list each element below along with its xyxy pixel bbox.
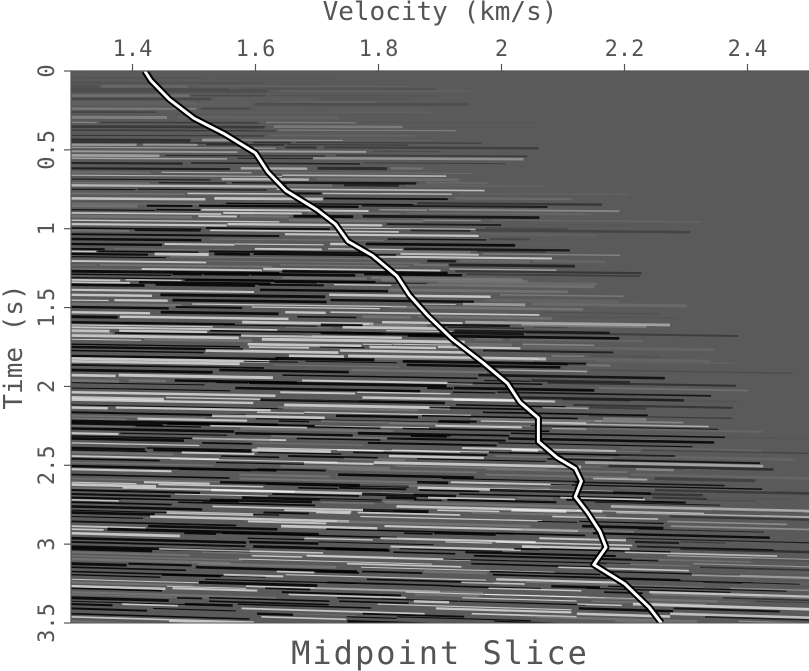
y-tick-label: 3 <box>35 538 60 551</box>
x-tick-label: 2.4 <box>728 37 768 62</box>
x-tick-label: 1.6 <box>236 37 276 62</box>
curve-point <box>267 171 269 173</box>
curve-point <box>347 240 349 242</box>
axes: 1.4 1.6 1.8 2 2.2 2.4 0 0.5 1 1.5 2 2.5 3 3.5 <box>35 37 809 643</box>
curve-point <box>593 564 595 566</box>
curve-point <box>371 254 373 257</box>
x-tick-label: 2.2 <box>605 37 645 62</box>
x-tick-label: 1.4 <box>113 37 153 62</box>
semblance-image <box>71 71 809 623</box>
x-tick-label: 2 <box>495 37 508 62</box>
y-tick-label: 3.5 <box>35 603 60 643</box>
curve-point <box>537 441 540 443</box>
curve-point <box>168 98 170 100</box>
curve-point <box>574 496 576 498</box>
velocity-pick-curve <box>141 70 665 624</box>
curve-point <box>254 152 257 154</box>
curve-point <box>599 530 601 533</box>
y-axis-label: Time (s) <box>0 284 29 409</box>
y-tick-label: 0.5 <box>35 130 60 170</box>
curve-point <box>537 417 540 419</box>
curve-point <box>556 456 558 458</box>
curve-point <box>623 583 626 585</box>
curve-point <box>334 223 336 225</box>
x-tick-label: 1.8 <box>359 37 399 62</box>
y-tick-label: 1 <box>35 222 60 235</box>
curve-point <box>285 190 287 192</box>
curve-point <box>574 467 576 469</box>
curve-point <box>451 338 453 340</box>
curve-point <box>587 511 589 514</box>
curve-point <box>396 275 398 277</box>
curve-point <box>193 117 195 119</box>
curve-point <box>316 209 318 211</box>
curve-point <box>507 382 509 384</box>
curve-point <box>648 606 650 608</box>
curve-line <box>143 71 663 623</box>
curve-point <box>150 79 152 82</box>
y-tick-label: 2.5 <box>35 445 60 485</box>
y-tick-label: 2 <box>35 380 60 393</box>
curve-point <box>580 480 583 482</box>
curve-point <box>482 362 484 364</box>
curve-point <box>408 294 410 296</box>
x-axis-label: Velocity (km/s) <box>323 0 558 27</box>
y-tick-label: 0 <box>35 64 60 77</box>
y-tick-label: 1.5 <box>35 288 60 328</box>
curve-point <box>519 401 521 403</box>
curve-point <box>427 314 429 317</box>
chart-title: Midpoint Slice <box>291 634 589 671</box>
curve-point <box>605 546 607 548</box>
curve-point <box>224 133 226 135</box>
